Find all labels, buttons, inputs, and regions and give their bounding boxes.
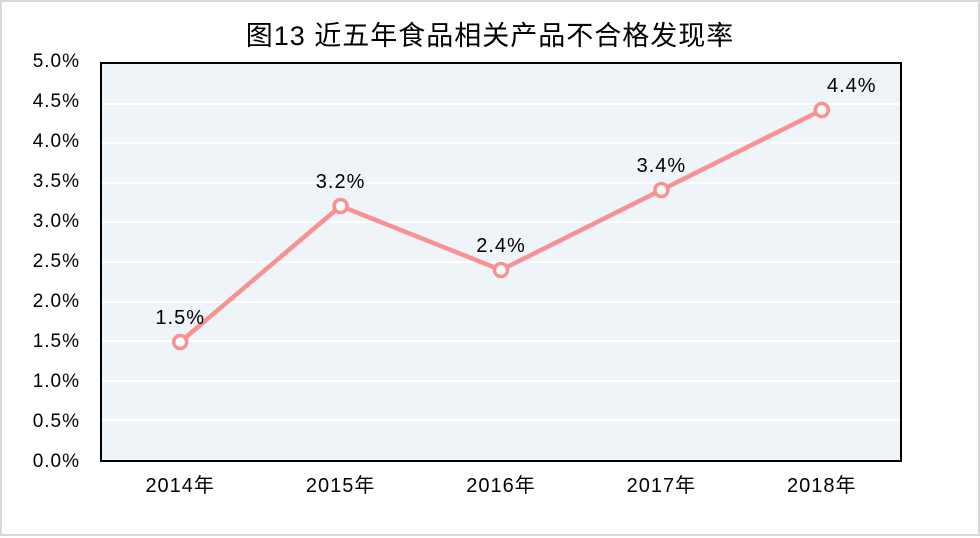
data-label: 2.4% bbox=[476, 235, 526, 257]
gridline bbox=[102, 102, 900, 105]
y-tick-label: 1.5% bbox=[32, 331, 80, 352]
gridline bbox=[102, 379, 900, 382]
y-tick-label: 4.5% bbox=[32, 91, 80, 112]
y-axis: 0.0% 0.5% 1.0% 1.5% 2.0% 2.5% 3.0% 3.5% 4.0% 4.5%… bbox=[2, 2, 90, 538]
y-tick-label: 4.0% bbox=[32, 131, 80, 152]
data-label: 3.2% bbox=[315, 171, 366, 193]
x-tick-label: 2014年 bbox=[145, 475, 215, 497]
y-tick-label: 0.0% bbox=[32, 451, 80, 472]
y-tick-label: 2.5% bbox=[32, 251, 80, 272]
gridline bbox=[102, 419, 900, 422]
data-label: 4.4% bbox=[827, 75, 877, 97]
y-tick-label: 3.5% bbox=[32, 171, 80, 192]
y-tick-label: 5.0% bbox=[32, 51, 80, 72]
x-tick-label: 2018年 bbox=[787, 475, 857, 497]
y-tick-label: 0.5% bbox=[32, 411, 80, 432]
chart-title: 图13 近五年食品相关产品不合格发现率 bbox=[245, 21, 735, 51]
y-tick-label: 2.0% bbox=[32, 291, 80, 312]
y-tick-label: 1.0% bbox=[32, 371, 80, 392]
x-tick-label: 2016年 bbox=[466, 475, 536, 497]
y-tick-label: 3.0% bbox=[32, 211, 80, 232]
x-tick-label: 2015年 bbox=[305, 475, 376, 497]
x-tick-label: 2017年 bbox=[626, 475, 697, 497]
data-label: 1.5% bbox=[155, 307, 205, 329]
data-label: 3.4% bbox=[636, 155, 687, 177]
